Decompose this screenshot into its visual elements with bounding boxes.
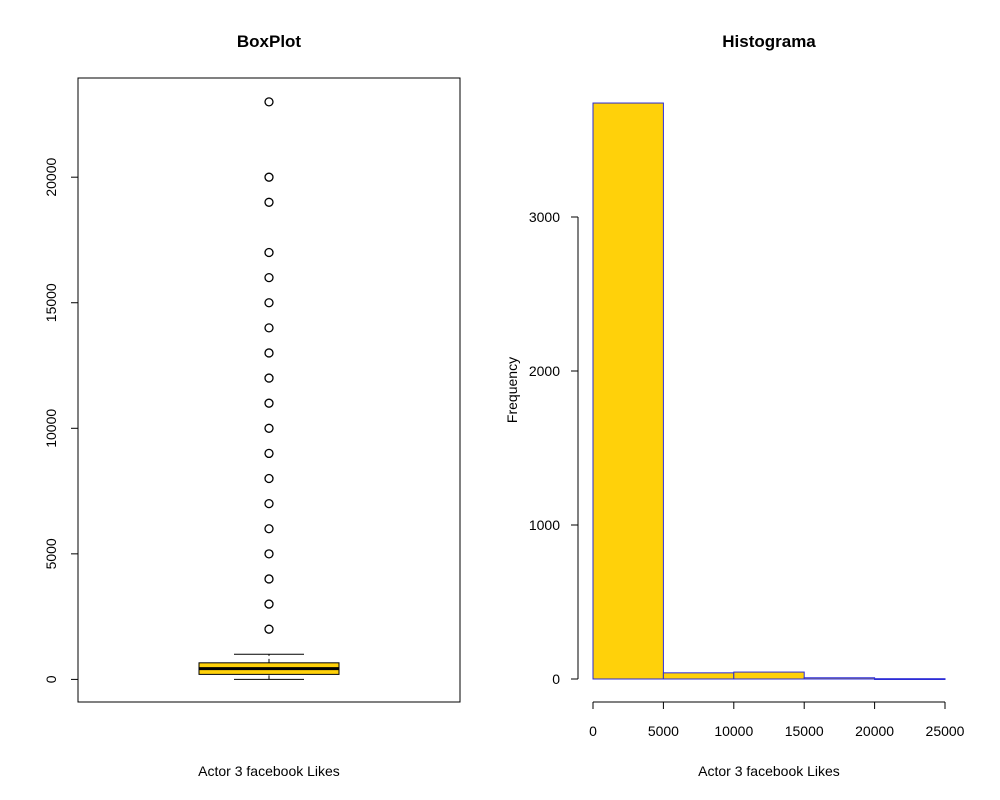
boxplot-y-tick-label: 15000 — [43, 283, 59, 322]
boxplot-outlier-point — [264, 448, 274, 459]
boxplot-outlier-point — [264, 549, 274, 559]
boxplot-outlier-point — [264, 498, 274, 509]
boxplot-outlier-point — [264, 373, 274, 383]
boxplot-outlier-point — [264, 298, 274, 308]
boxplot-frame — [77, 77, 461, 703]
histogram-bar — [874, 678, 946, 680]
histogram-x-tick-label: 15000 — [785, 723, 824, 739]
boxplot-panel: BoxPlot Actor 3 facebook Likes 0 5000 1000… — [43, 32, 461, 779]
histogram-bar — [662, 672, 735, 680]
histogram-bar — [803, 677, 876, 680]
histogram-x-tick-label: 0 — [589, 723, 597, 739]
histogram-bar — [592, 102, 664, 680]
boxplot-y-tick-label: 10000 — [43, 409, 59, 448]
histogram-y-tick-label: 1000 — [529, 517, 560, 533]
boxplot-y-tick-label: 5000 — [43, 538, 59, 569]
boxplot-body — [198, 653, 340, 680]
histogram-x-tick-label: 5000 — [648, 723, 679, 739]
boxplot-outlier-point — [264, 272, 274, 283]
boxplot-outlier-point — [264, 423, 274, 433]
histogram-y-tick-label: 3000 — [529, 209, 560, 225]
boxplot-y-tick-label: 0 — [43, 675, 59, 683]
histogram-x-tick-label: 20000 — [855, 723, 894, 739]
boxplot-outlier-point — [264, 323, 274, 333]
histogram-y-axis: 0 1000 2000 3000 — [529, 209, 579, 687]
histogram-panel: Histograma Actor 3 facebook Likes Freque… — [504, 32, 965, 779]
histogram-bar — [733, 671, 805, 680]
boxplot-y-tick-label: 20000 — [43, 158, 59, 197]
boxplot-title: BoxPlot — [237, 32, 302, 51]
boxplot-outlier-point — [264, 398, 274, 408]
boxplot-y-axis: 0 5000 10000 15000 20000 — [43, 158, 78, 683]
histogram-title: Histograma — [722, 32, 816, 51]
boxplot-outliers — [264, 97, 274, 634]
boxplot-outlier-point — [264, 172, 274, 182]
histogram-x-axis: 0 5000 10000 15000 20000 25000 — [589, 701, 965, 739]
boxplot-outlier-point — [264, 348, 274, 358]
histogram-bars — [592, 102, 946, 680]
histogram-y-label: Frequency — [504, 357, 520, 423]
histogram-y-tick-label: 0 — [552, 671, 560, 687]
histogram-y-tick-label: 2000 — [529, 363, 560, 379]
histogram-x-tick-label: 10000 — [714, 723, 753, 739]
boxplot-outlier-point — [264, 524, 274, 534]
boxplot-outlier-point — [264, 599, 274, 609]
boxplot-outlier-point — [264, 473, 274, 484]
boxplot-outlier-point — [264, 247, 274, 258]
boxplot-outlier-point — [264, 197, 274, 207]
histogram-x-tick-label: 25000 — [926, 723, 965, 739]
boxplot-outlier-point — [264, 97, 274, 107]
histogram-x-label: Actor 3 facebook Likes — [698, 763, 840, 779]
boxplot-outlier-point — [264, 574, 274, 584]
boxplot-outlier-point — [264, 624, 274, 634]
boxplot-x-label: Actor 3 facebook Likes — [198, 763, 340, 779]
